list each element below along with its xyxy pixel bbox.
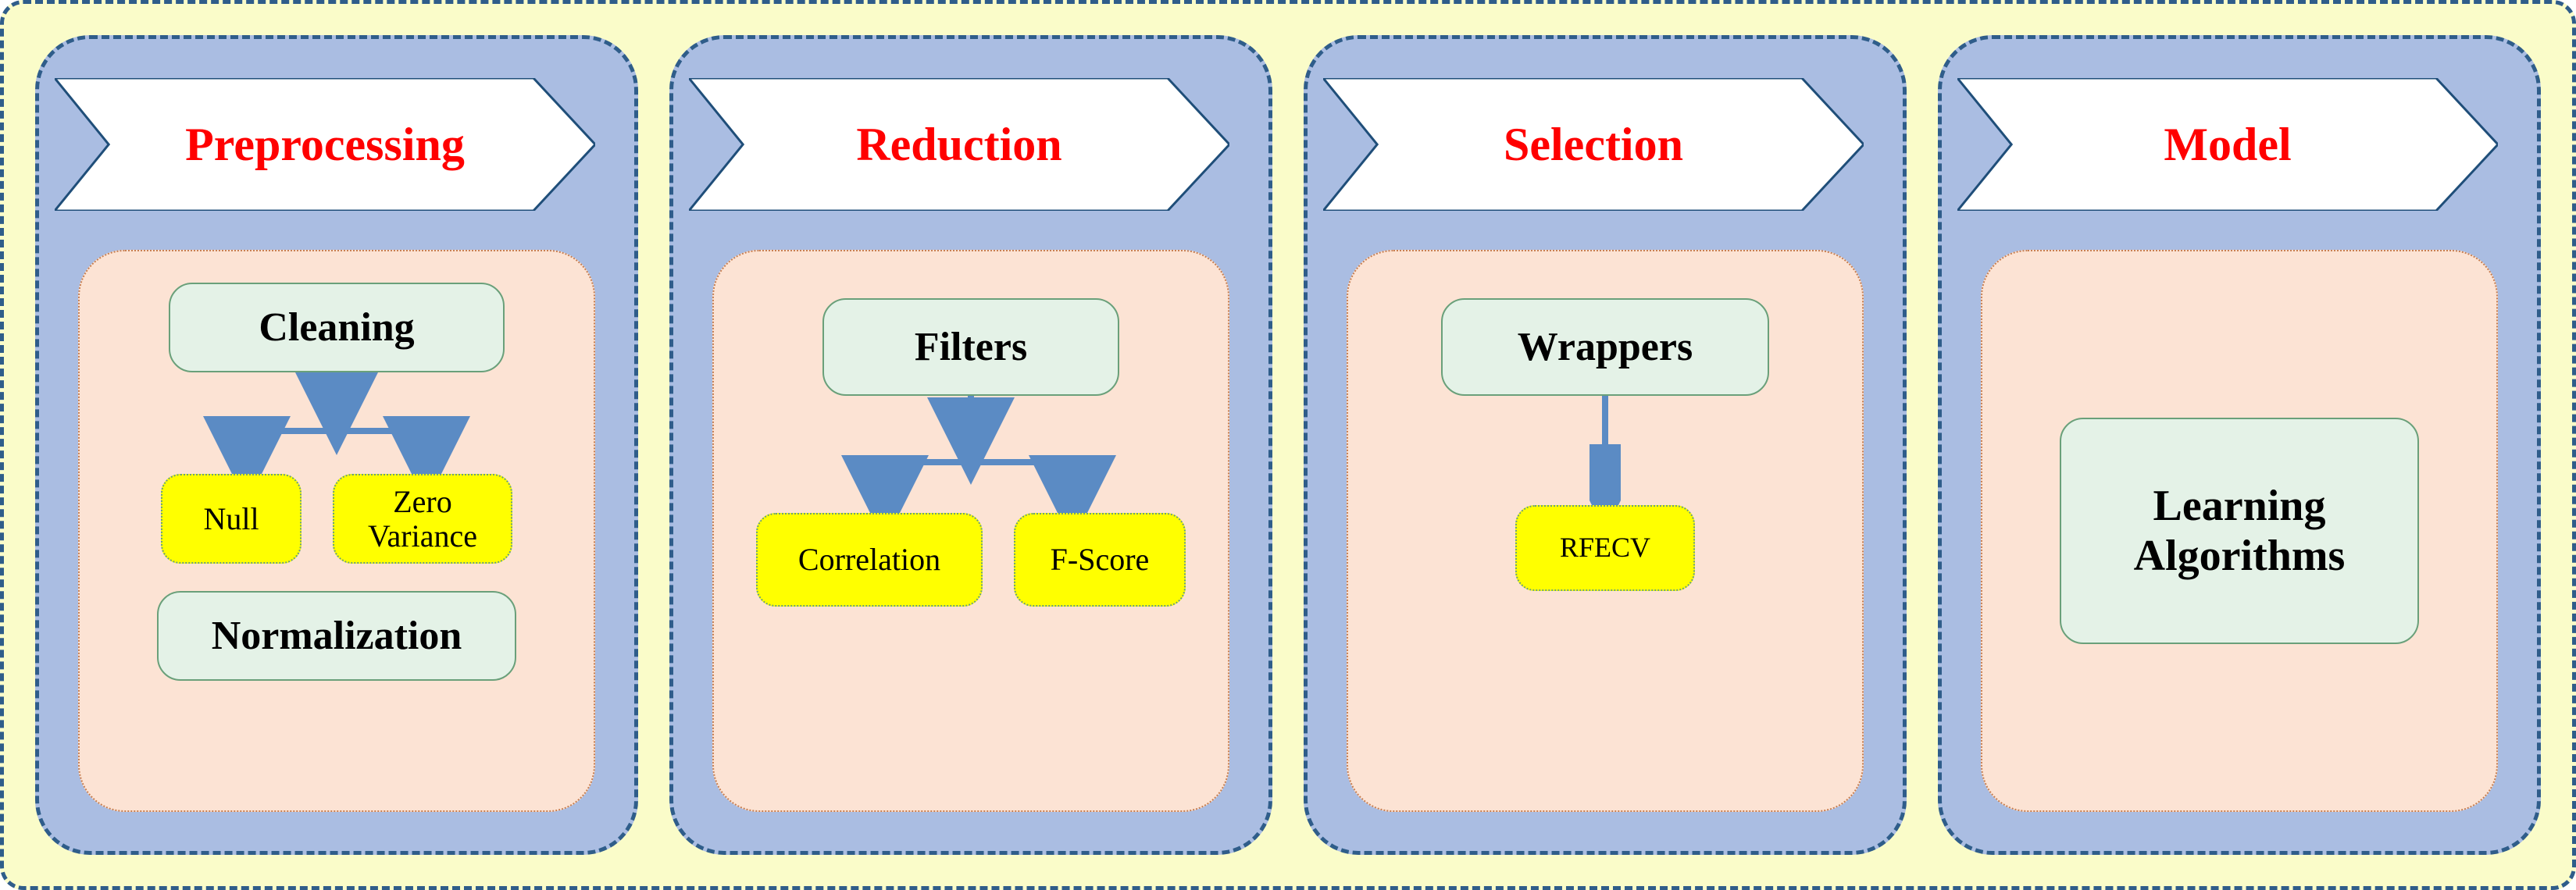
box-cleaning: Cleaning (169, 283, 505, 372)
split-arrow-cleaning (157, 372, 516, 474)
chevron-preprocessing: Preprocessing (55, 78, 595, 211)
box-learning-algorithms: Learning Algorithms (2060, 418, 2419, 644)
panel-title: Model (1957, 78, 2498, 211)
inner-selection: Wrappers RFECV (1347, 250, 1864, 812)
chevron-selection: Selection (1323, 78, 1864, 211)
box-wrappers: Wrappers (1441, 298, 1769, 396)
panel-title: Selection (1323, 78, 1864, 211)
box-filters: Filters (822, 298, 1119, 396)
pipeline-diagram: Preprocessing Cleaning Null (0, 0, 2576, 890)
panel-reduction: Reduction Filters Corre (669, 35, 1272, 855)
panel-selection: Selection Wrappers RFECV (1304, 35, 1907, 855)
box-fscore: F-Score (1014, 513, 1186, 607)
box-rfecv: RFECV (1515, 505, 1695, 591)
panel-title: Reduction (689, 78, 1229, 211)
inner-preprocessing: Cleaning Null Zero Variance (78, 250, 595, 812)
panel-title: Preprocessing (55, 78, 595, 211)
split-arrow-filters (776, 396, 1166, 513)
box-correlation: Correlation (756, 513, 983, 607)
box-zero-variance: Zero Variance (333, 474, 512, 564)
chevron-reduction: Reduction (689, 78, 1229, 211)
chevron-model: Model (1957, 78, 2498, 211)
panel-preprocessing: Preprocessing Cleaning Null (35, 35, 638, 855)
panel-model: Model Learning Algorithms (1938, 35, 2541, 855)
box-null: Null (161, 474, 301, 564)
inner-model: Learning Algorithms (1981, 250, 2498, 812)
box-normalization: Normalization (157, 591, 516, 681)
arrow-wrappers (1589, 396, 1621, 505)
inner-reduction: Filters Correlation F-Score (712, 250, 1229, 812)
